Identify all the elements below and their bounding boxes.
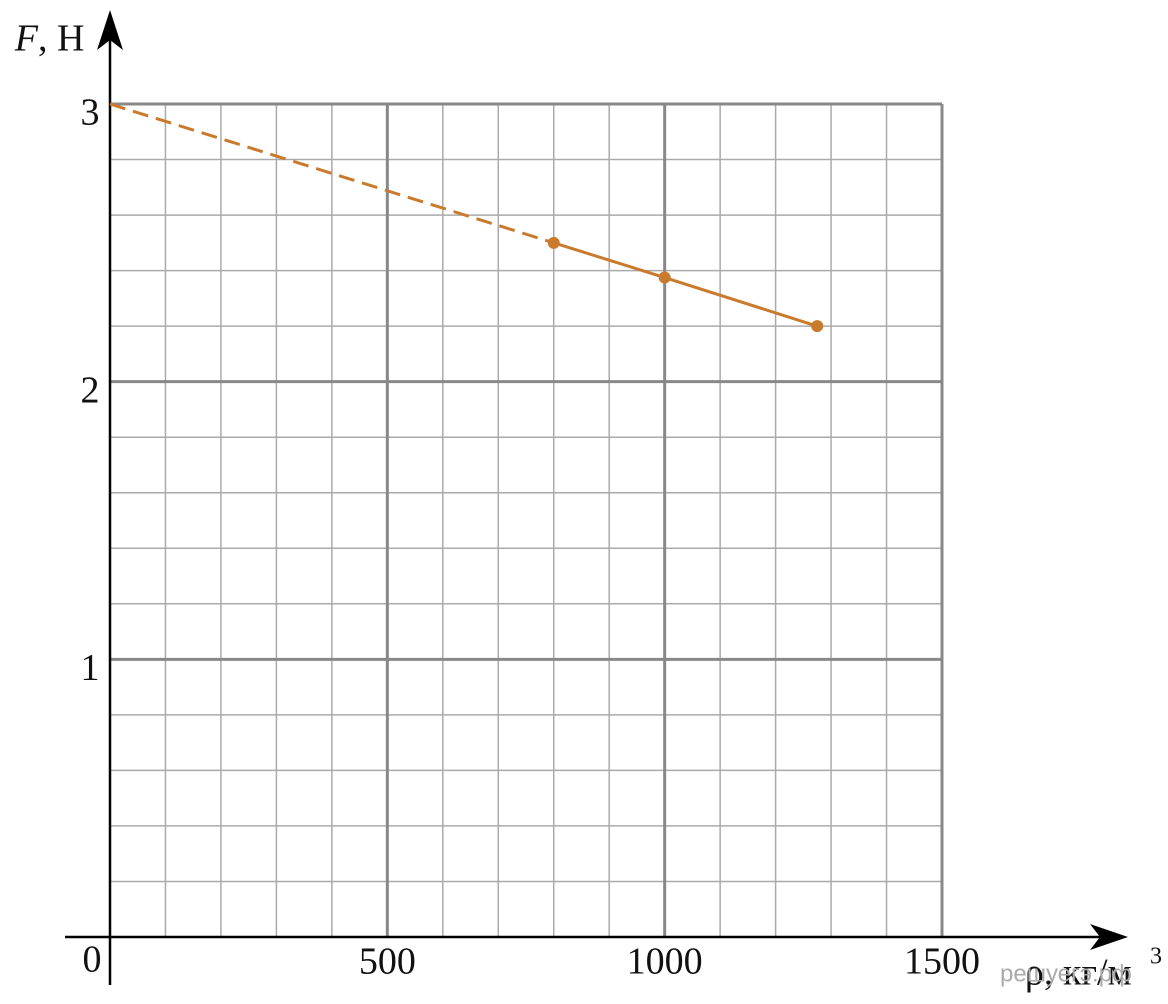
y-axis-arrow xyxy=(97,10,123,50)
x-tick-label: 500 xyxy=(359,941,416,983)
x-axis-label: ρ, кг/м xyxy=(1025,952,1132,994)
origin-label: 0 xyxy=(83,939,102,981)
data-point xyxy=(811,320,824,333)
y-tick-label: 3 xyxy=(81,92,100,134)
y-axis-symbol: F xyxy=(14,18,39,60)
data-line xyxy=(109,102,555,245)
y-tick-label: 1 xyxy=(81,647,100,689)
x-axis-exponent: 3 xyxy=(1150,944,1162,970)
x-axis-arrow xyxy=(1090,924,1128,950)
x-tick-label: 1500 xyxy=(904,941,980,983)
data-point xyxy=(658,271,671,284)
y-axis-unit: , Н xyxy=(38,18,84,60)
y-tick-label: 2 xyxy=(81,369,100,411)
x-tick-label: 1000 xyxy=(627,941,703,983)
data-line xyxy=(553,241,818,328)
data-point xyxy=(547,236,560,249)
watermark: решуегэ.рф xyxy=(1000,960,1132,987)
